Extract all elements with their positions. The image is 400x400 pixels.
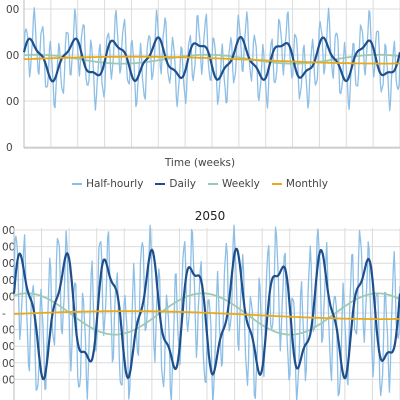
y-tick-label-1-6: 00 [2,325,15,337]
series-line-weekly-0 [24,53,400,65]
y-tick-label-1-8: 00 [2,358,15,370]
series-line-monthly-0 [24,55,400,65]
y-tick-label-1-9: 00 [2,374,15,386]
x-axis-label: Time (weeks) [164,157,236,169]
legend-item-daily: Daily [155,178,196,190]
legend-item-monthly: Monthly [271,178,328,190]
legend: Half-hourly Daily Weekly Monthly [0,178,400,190]
y-tick-label-0-2: 00 [6,96,19,108]
series-line-half-hourly-0 [23,7,400,112]
legend-item-half-hourly: Half-hourly [72,178,143,190]
y-tick-label-0-1: 00 [6,50,19,62]
legend-swatch-daily [155,183,166,185]
y-tick-label-1-2: 00 [2,258,15,270]
y-tick-label-1-5: - [2,308,6,320]
legend-label-daily: Daily [169,178,196,190]
y-tick-label-0-3: 0 [6,142,13,154]
series-line-weekly-1 [13,292,400,336]
chart-bottom: 00 00 00 00 00 - 00 00 00 00 [2,224,400,400]
y-tick-label-1-0: 00 [2,225,15,237]
series-line-daily-1 [12,247,400,381]
y-tick-label-1-1: 00 [2,242,15,254]
legend-item-weekly: Weekly [207,178,260,190]
y-tick-label-1-4: 00 [2,291,15,303]
legend-label-weekly: Weekly [221,178,260,190]
legend-swatch-weekly [207,183,218,185]
y-tick-label-1-7: 00 [2,341,15,353]
legend-label-monthly: Monthly [285,178,328,190]
y-tick-label-1-3: 00 [2,275,15,287]
legend-swatch-half-hourly [72,183,83,185]
legend-swatch-monthly [271,183,282,185]
series-line-monthly-1 [14,310,400,320]
chart-title-2050: 2050 [194,209,226,223]
legend-label-half-hourly: Half-hourly [86,178,144,190]
y-tick-label-0-0: 00 [6,4,19,16]
